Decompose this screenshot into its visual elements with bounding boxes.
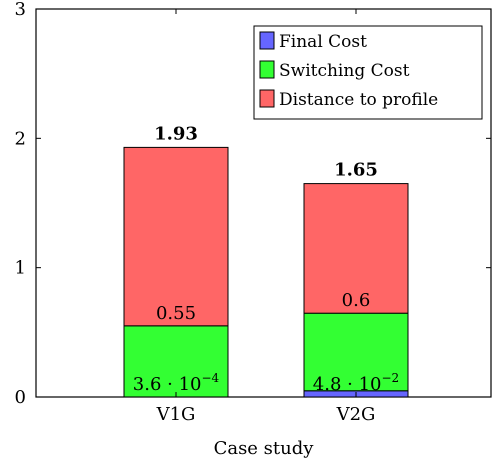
y-tick-label: 2 [15, 128, 26, 149]
legend-swatch [259, 89, 275, 108]
legend-label: Distance to profile [279, 90, 438, 110]
legend-label: Switching Cost [279, 61, 410, 81]
total-label: 1.65 [334, 160, 378, 181]
bar-segment [303, 183, 409, 314]
data-label: 0.6 [342, 290, 371, 311]
total-label: 1.93 [154, 123, 198, 144]
data-label: 3.6 · 10−4 [133, 371, 220, 395]
x-tick-label: V1G [156, 404, 196, 425]
y-tick-label: 0 [15, 387, 26, 408]
bar-segment [123, 146, 229, 327]
data-label: 0.55 [156, 303, 196, 324]
legend-swatch [259, 60, 275, 79]
y-tick-label: 3 [15, 0, 26, 20]
x-tick-label: V2G [336, 404, 376, 425]
legend-swatch [259, 31, 275, 50]
y-tick-label: 1 [15, 258, 26, 279]
legend-label: Final Cost [279, 32, 367, 52]
plot-frame [35, 8, 492, 398]
x-axis-title: Case study [214, 438, 315, 459]
data-label: 4.8 · 10−2 [313, 371, 399, 395]
bar-segment [123, 325, 229, 398]
legend-box [253, 25, 483, 120]
